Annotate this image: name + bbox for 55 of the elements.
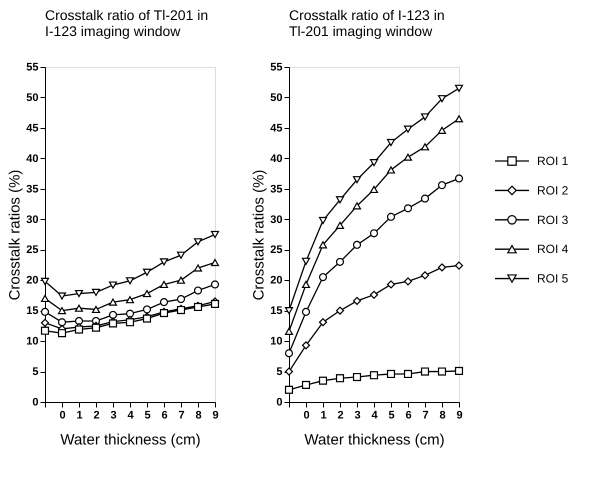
x-tick-label: 7 xyxy=(422,410,429,422)
x-tick-label: 4 xyxy=(371,410,378,422)
y-tick-label: 55 xyxy=(26,62,38,74)
y-tick-label: 40 xyxy=(270,152,282,165)
y-tick-label: 50 xyxy=(270,92,282,104)
x-tick-label: 5 xyxy=(144,410,151,422)
x-axis-title: Water thickness (cm) xyxy=(304,432,445,448)
y-tick-label: 10 xyxy=(270,336,282,348)
legend-label: ROI 4 xyxy=(537,242,569,256)
x-tick-label: 2 xyxy=(93,410,100,422)
x-tick-label: 0 xyxy=(303,410,310,422)
y-tick-label: 0 xyxy=(32,396,38,408)
y-tick-label: 40 xyxy=(26,152,38,165)
y-tick-label: 0 xyxy=(276,396,282,408)
y-tick-label: 35 xyxy=(270,183,282,196)
y-tick-label: 45 xyxy=(270,122,282,134)
x-tick-label: 6 xyxy=(405,410,412,422)
y-tick-label: 55 xyxy=(270,62,282,74)
x-tick-label: 2 xyxy=(337,410,344,422)
y-tick-label: 25 xyxy=(270,244,282,256)
y-tick-label: 30 xyxy=(270,214,282,226)
legend-label: ROI 3 xyxy=(537,212,569,227)
y-tick-label: 30 xyxy=(26,214,38,226)
y-tick-label: 5 xyxy=(276,366,282,378)
y-tick-label: 25 xyxy=(26,244,38,256)
x-tick-label: 6 xyxy=(161,410,168,422)
y-tick-label: 35 xyxy=(26,183,38,196)
y-tick-label: 15 xyxy=(270,305,282,318)
y-tick-label: 20 xyxy=(270,274,282,287)
x-tick-label: 7 xyxy=(178,410,185,422)
x-tick-label: 8 xyxy=(439,410,446,422)
x-tick-label: 8 xyxy=(195,410,202,422)
y-tick-label: 45 xyxy=(26,122,38,134)
x-tick-label: 5 xyxy=(388,410,395,422)
chart-title: Crosstalk ratio of Tl-201 in I-123 imaging window xyxy=(45,7,208,39)
legend-label: ROI 1 xyxy=(537,154,569,168)
y-axis-title: Crosstalk ratios (%) xyxy=(250,170,268,300)
legend-label: ROI 5 xyxy=(537,272,569,286)
y-tick-label: 10 xyxy=(26,336,38,348)
x-tick-label: 1 xyxy=(320,410,327,422)
x-tick-label: 3 xyxy=(110,410,117,422)
y-axis-title: Crosstalk ratios (%) xyxy=(6,170,24,300)
x-tick-label: 0 xyxy=(59,410,66,422)
y-tick-label: 50 xyxy=(26,92,38,104)
chart-title: Crosstalk ratio of I-123 in Tl-201 imaging window xyxy=(289,7,445,39)
x-tick-label: 9 xyxy=(212,410,219,422)
x-tick-label: 3 xyxy=(354,410,361,422)
legend-label: ROI 2 xyxy=(537,183,569,198)
x-axis-title: Water thickness (cm) xyxy=(60,432,201,448)
x-tick-label: 9 xyxy=(456,410,463,422)
y-tick-label: 20 xyxy=(26,274,38,287)
y-tick-label: 15 xyxy=(26,305,38,318)
x-tick-label: 1 xyxy=(76,410,83,422)
y-tick-label: 5 xyxy=(32,366,38,378)
x-tick-label: 4 xyxy=(127,410,134,422)
